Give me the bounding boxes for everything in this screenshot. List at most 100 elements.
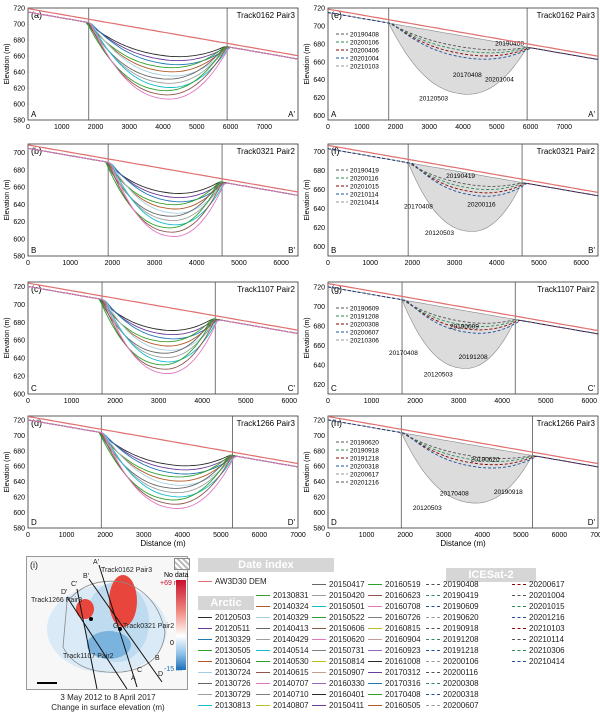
panel-legend-entry: 20200607 [350,330,379,337]
y-tick-label: 660 [313,464,325,471]
legend-swatch [198,639,212,641]
y-tick-label: 720 [313,417,325,424]
legend-entry: 20200116 [426,668,478,678]
profile-end-label: D' [288,518,296,527]
y-axis-label: Elevation (m) [4,451,11,492]
panel-label: (f) [331,146,340,156]
y-tick-label: 660 [13,338,25,345]
y-tick-label: 620 [313,225,325,232]
y-tick-label: 620 [13,495,25,502]
y-tick-label: 660 [313,343,325,350]
dem-profile-line [27,147,299,203]
elevation-change-map: (i) Track0162 Pair3 Track1266 Pair3 Trac… [26,556,188,690]
legend-entry: 20150420 [312,591,365,601]
legend-swatch [198,705,212,707]
legend-label: 20120503 [215,613,251,622]
legend-label: 20150907 [329,668,365,677]
dem-profile-line [27,286,299,359]
legend-swatch [256,661,270,663]
x-tick-label: 1000 [64,398,80,405]
plot-frame [327,143,599,257]
legend-swatch [426,595,440,597]
x-tick-label: 3000 [136,532,152,539]
legend-swatch [368,672,382,674]
y-tick-label: 700 [13,22,25,29]
legend-swatch [512,584,526,586]
y-tick-label: 620 [313,382,325,389]
x-tick-label: 4000 [455,124,471,131]
plot-frame [27,143,299,257]
legend-label: 20200617 [529,580,565,589]
legend-swatch [312,683,326,685]
y-tick-label: 600 [13,236,25,243]
panel-title: Track1107 Pair2 [537,285,595,294]
date-annotation: 20170408 [404,204,433,211]
colorbar-zero: 0 [170,640,174,647]
nodata-swatch [174,558,190,570]
legend-label: 20200116 [443,668,478,677]
y-axis-label: Elevation (m) [304,451,311,492]
legend-swatch [256,606,270,608]
legend-entry: 20190419 [426,591,479,601]
legend-label: 20200318 [443,690,479,699]
legend-swatch [426,694,440,696]
date-annotation: 20190918 [494,489,523,496]
map-point-label: B' [83,573,90,580]
dem-profile-line [27,11,299,73]
legend-label: 20130831 [273,591,309,600]
x-tick-label: 7000 [556,124,572,131]
legend-swatch [426,617,440,619]
panel-legend-entry: 20201004 [350,56,379,63]
panel-legend-entry: 20191218 [350,456,379,463]
dem-profile-line [27,286,299,354]
legend-entry: 20130726 [198,679,251,689]
map-point-label: C [137,667,143,674]
legend-label: 20190419 [443,591,479,600]
panel-legend-entry: 20200116 [350,176,379,183]
y-tick-label: 680 [13,448,25,455]
legend-entry: 20130729 [198,690,251,700]
legend-label: 20150501 [329,602,365,611]
x-tick-label: 0 [26,398,30,405]
date-annotation: 20191208 [459,354,488,361]
legend-swatch [256,650,270,652]
legend-swatch [312,639,326,641]
legend-label: 20191208 [443,635,479,644]
legend-label: 20150620 [329,635,365,644]
icesat2-profile-line [327,148,599,197]
x-tick-label: 3000 [451,398,467,405]
aw3d30-profile-line [27,144,299,193]
legend-swatch [312,705,326,707]
legend-label: 20140413 [273,624,309,633]
legend-entry: 20150501 [312,602,365,612]
x-tick-label: 5000 [489,124,505,131]
legend-entry: 20160505 [368,701,421,711]
map-track-label: Track1266 Pair3 [31,597,83,604]
legend-swatch [256,694,270,696]
x-tick-label: 5000 [531,260,547,267]
dem-profile-line [27,147,299,217]
legend-entry: 20191218 [426,646,479,656]
legend-entry: 20140324 [256,602,309,612]
panel-legend-entry: 20210103 [350,64,379,71]
y-tick-label: 720 [313,6,325,13]
y-tick-label: 700 [13,302,25,309]
legend-entry: 20160623 [368,591,421,601]
x-tick-label: 6000 [552,532,568,539]
legend-entry: 20140615 [256,668,309,678]
date-annotation: 20170408 [389,350,418,357]
x-tick-label: 3000 [421,124,437,131]
x-tick-label: 0 [326,260,330,267]
dem-profile-line [27,286,299,343]
legend-swatch [312,628,326,630]
date-annotation: 20120503 [413,505,442,512]
legend-label: 20160330 [329,679,365,688]
legend-label: 20130729 [215,690,251,699]
legend-swatch [256,639,270,641]
x-tick-label: 1000 [354,124,370,131]
legend-swatch [312,584,326,586]
legend-entry: 20160726 [368,613,421,623]
dem-profile-line [27,286,299,370]
y-tick-label: 640 [13,202,25,209]
legend-swatch [426,683,440,685]
